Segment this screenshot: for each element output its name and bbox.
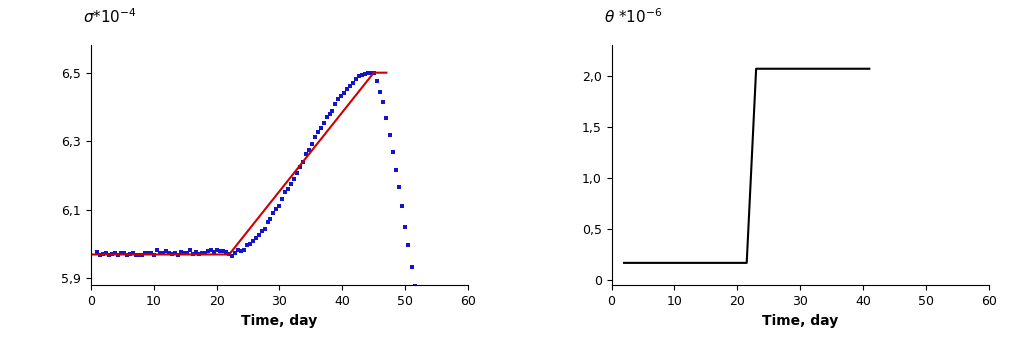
X-axis label: Time, day: Time, day bbox=[241, 314, 318, 327]
Text: $\sigma$$*10^{-4}$: $\sigma$$*10^{-4}$ bbox=[84, 7, 137, 26]
X-axis label: Time, day: Time, day bbox=[762, 314, 838, 327]
Text: $\theta$ $*10^{-6}$: $\theta$ $*10^{-6}$ bbox=[604, 7, 662, 26]
